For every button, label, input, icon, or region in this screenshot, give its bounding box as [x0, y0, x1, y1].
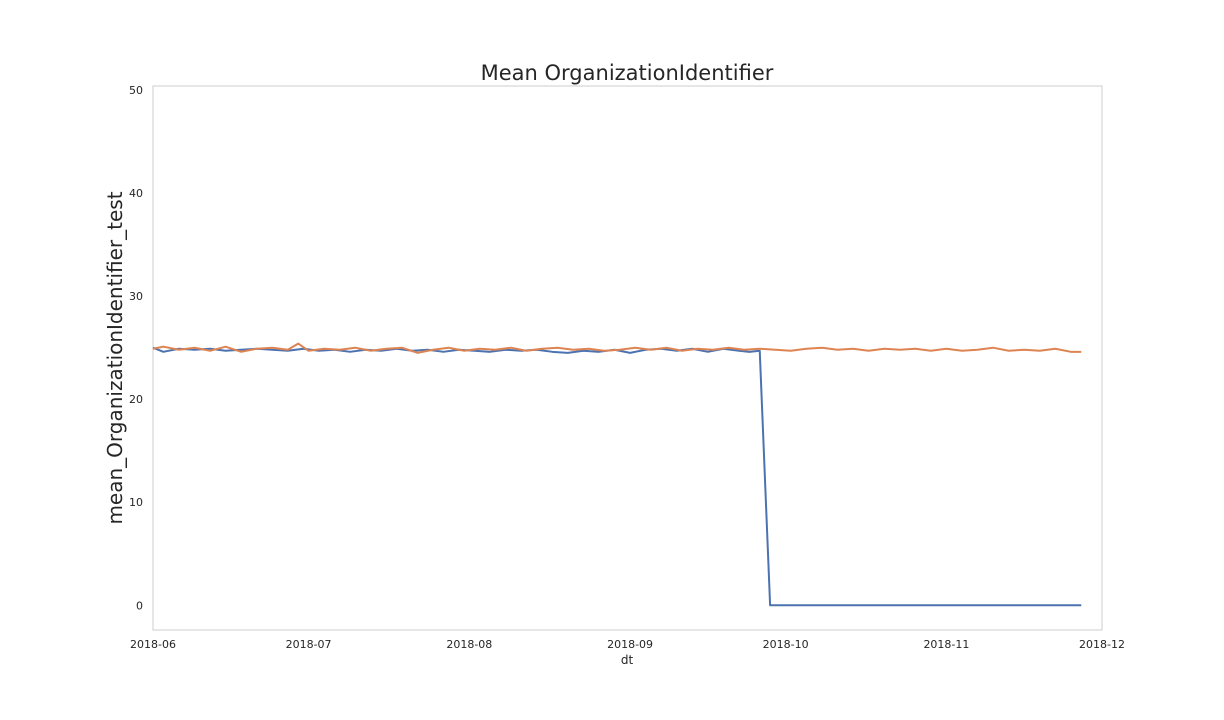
- chart-title: Mean OrganizationIdentifier: [481, 61, 774, 85]
- y-axis-ticks: 0 10 20 30 40 50: [129, 84, 143, 612]
- y-tick-label: 40: [129, 187, 143, 200]
- series-layer: [152, 342, 1082, 607]
- y-tick-label: 30: [129, 290, 143, 303]
- y-tick-label: 50: [129, 84, 143, 97]
- y-tick-label: 0: [136, 599, 143, 612]
- x-tick-label: 2018-12: [1079, 638, 1125, 651]
- x-tick-label: 2018-09: [607, 638, 653, 651]
- x-tick-label: 2018-07: [286, 638, 332, 651]
- plot-area: [152, 85, 1103, 631]
- y-axis-label: mean_OrganizationIdentifier_test: [103, 191, 127, 524]
- x-axis-label: dt: [621, 653, 634, 667]
- x-tick-label: 2018-10: [763, 638, 809, 651]
- series-line-1: [152, 346, 1082, 607]
- x-axis-ticks: 2018-06 2018-07 2018-08 2018-09 2018-10 2018-…: [130, 638, 1125, 651]
- y-tick-label: 10: [129, 496, 143, 509]
- y-tick-label: 20: [129, 393, 143, 406]
- x-tick-label: 2018-08: [446, 638, 492, 651]
- x-tick-label: 2018-06: [130, 638, 176, 651]
- x-tick-label: 2018-11: [923, 638, 969, 651]
- series-line-2: [152, 342, 1082, 354]
